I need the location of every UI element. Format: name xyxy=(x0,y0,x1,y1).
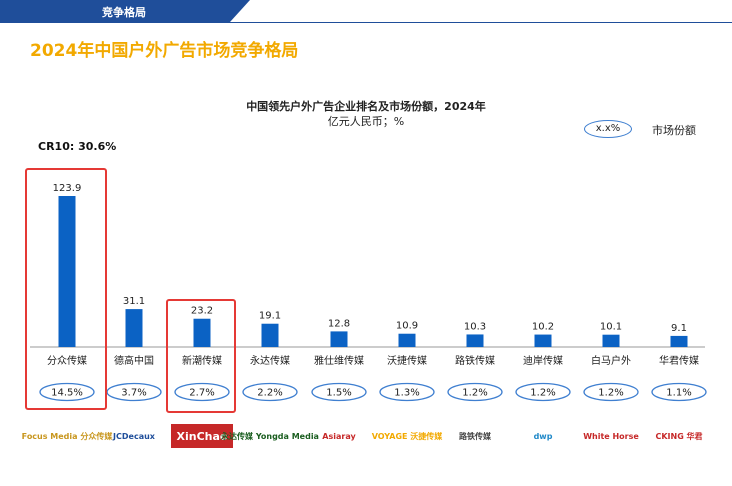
legend-label: 市场份额 xyxy=(652,124,696,137)
share-oval xyxy=(311,382,367,402)
share-oval xyxy=(651,382,707,402)
category-label: 永达传媒 xyxy=(250,354,290,367)
bar xyxy=(330,331,348,347)
share-label: 1.1% xyxy=(666,388,691,399)
share-label: 1.2% xyxy=(598,388,623,399)
highlight-box xyxy=(25,168,107,410)
bar-value-label: 31.1 xyxy=(123,296,145,307)
bar-value-label: 19.1 xyxy=(259,311,281,322)
dwp-logo: dwp xyxy=(533,431,553,441)
bar xyxy=(125,309,143,347)
cking-logo: CKING 华君 xyxy=(655,431,703,441)
category-label: 白马户外 xyxy=(591,354,631,367)
share-label: 1.3% xyxy=(394,388,419,399)
lutie-media-logo: 路铁传媒 xyxy=(459,431,491,441)
bar-value-label: 12.8 xyxy=(328,318,350,329)
bar-value-label: 10.9 xyxy=(396,321,418,332)
chart-unit-label: 亿元人民币；% xyxy=(327,115,405,128)
share-label: 1.2% xyxy=(530,388,555,399)
xinchao-logo: XinChao xyxy=(171,424,233,448)
bar xyxy=(602,334,620,347)
chart-title: 中国领先户外广告企业排名及市场份额，2024年 xyxy=(246,100,486,113)
share-oval xyxy=(515,382,571,402)
highlight-box xyxy=(166,299,236,413)
share-label: 1.2% xyxy=(462,388,487,399)
legend-oval: x.x% xyxy=(584,120,632,138)
header-divider xyxy=(0,22,732,23)
share-oval xyxy=(447,382,503,402)
share-label: 14.5% xyxy=(51,388,83,399)
page-title: 2024年中国户外广告市场竞争格局 xyxy=(30,41,299,61)
focus-media-logo: Focus Media 分众传媒 xyxy=(21,431,113,441)
bar xyxy=(261,323,279,347)
category-label: 分众传媒 xyxy=(47,355,87,367)
asiaray-logo: Asiaray xyxy=(322,431,356,441)
share-label: 1.5% xyxy=(326,388,351,399)
category-label: 沃捷传媒 xyxy=(387,354,427,367)
white-horse-logo: White Horse xyxy=(583,431,639,441)
bar xyxy=(193,318,211,347)
bar-value-label: 10.2 xyxy=(532,322,554,333)
cr10-label: CR10: 30.6% xyxy=(38,140,117,153)
bar-value-label: 23.2 xyxy=(191,306,213,317)
share-oval xyxy=(242,382,298,402)
share-oval xyxy=(583,382,639,402)
share-oval xyxy=(174,382,230,402)
share-label: 2.2% xyxy=(257,388,282,399)
category-label: 华君传媒 xyxy=(659,354,699,367)
jcdecaux-logo: JCDecaux xyxy=(113,431,155,441)
yongda-media-logo: 永达传媒 Yongda Media xyxy=(221,431,319,441)
share-oval xyxy=(39,382,95,402)
category-label: 路铁传媒 xyxy=(455,354,495,367)
category-label: 雅仕维传媒 xyxy=(314,354,364,367)
section-label: 竞争格局 xyxy=(102,6,146,19)
bar xyxy=(670,335,688,347)
share-label: 2.7% xyxy=(189,388,214,399)
bar-value-label: 10.1 xyxy=(600,322,622,333)
bar-value-label: 123.9 xyxy=(53,183,82,194)
bar-value-label: 9.1 xyxy=(671,323,687,334)
bar xyxy=(534,334,552,347)
voyage-logo: VOYAGE 沃捷传媒 xyxy=(371,431,443,441)
share-oval xyxy=(379,382,435,402)
bar xyxy=(398,333,416,347)
bar xyxy=(466,334,484,347)
header-bar xyxy=(0,0,250,22)
category-label: 新潮传媒 xyxy=(182,354,222,367)
bar-value-label: 10.3 xyxy=(464,321,486,332)
bar xyxy=(58,196,76,347)
category-label: 迪岸传媒 xyxy=(523,355,563,367)
category-label: 德高中国 xyxy=(114,354,154,367)
share-label: 3.7% xyxy=(121,388,146,399)
